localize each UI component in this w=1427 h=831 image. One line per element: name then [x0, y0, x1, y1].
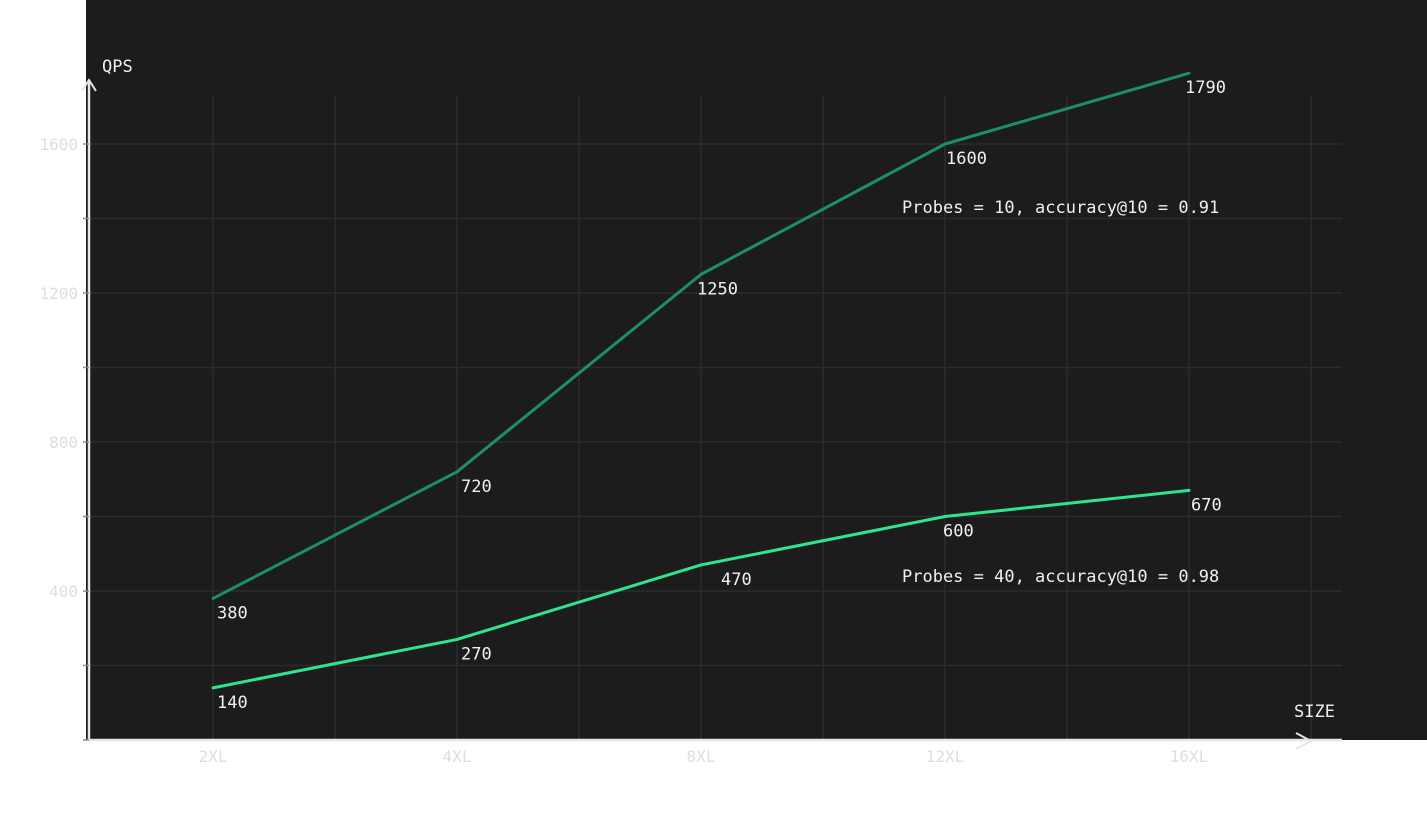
- data-label: 380: [217, 603, 248, 623]
- x-tick-label: 16XL: [1170, 747, 1209, 766]
- data-label: 1250: [697, 279, 738, 299]
- series-lines: [211, 71, 1191, 690]
- grid: [89, 95, 1342, 740]
- series-annotations: Probes = 10, accuracy@10 = 0.91 Probes =…: [902, 198, 1219, 587]
- y-tick-label: 800: [49, 433, 78, 452]
- x-axis-title: SIZE: [1294, 702, 1335, 722]
- data-label: 270: [461, 644, 492, 664]
- x-tick-labels: 2XL 4XL 8XL 12XL 16XL: [199, 747, 1209, 766]
- data-label: 470: [721, 570, 752, 590]
- y-tick-label: 400: [49, 582, 78, 601]
- y-tick-label: 1200: [39, 284, 78, 303]
- series-2-annotation: Probes = 40, accuracy@10 = 0.98: [902, 567, 1219, 587]
- x-tick-label: 4XL: [443, 747, 472, 766]
- x-tick-label: 12XL: [926, 747, 965, 766]
- x-tick-label: 2XL: [199, 747, 228, 766]
- data-label: 1600: [946, 149, 987, 169]
- y-axis-arrow-icon: [81, 78, 97, 92]
- data-label: 1790: [1185, 78, 1226, 98]
- data-label: 720: [461, 477, 492, 497]
- y-tick-label: 1600: [39, 135, 78, 154]
- axes: QPS SIZE: [81, 57, 1342, 750]
- data-label: 600: [943, 522, 974, 542]
- plot-background: [86, 0, 1427, 740]
- y-axis-title: QPS: [102, 57, 133, 77]
- y-tick-labels: 400 800 1200 1600: [39, 135, 89, 741]
- data-label: 140: [217, 693, 248, 713]
- x-tick-label: 8XL: [687, 747, 716, 766]
- series-1-annotation: Probes = 10, accuracy@10 = 0.91: [902, 198, 1219, 218]
- data-label: 670: [1191, 495, 1222, 515]
- x-axis-arrow-icon: [1295, 732, 1314, 750]
- data-labels: 380 720 1250 1600 1790 140 270 470 600 670: [217, 78, 1226, 713]
